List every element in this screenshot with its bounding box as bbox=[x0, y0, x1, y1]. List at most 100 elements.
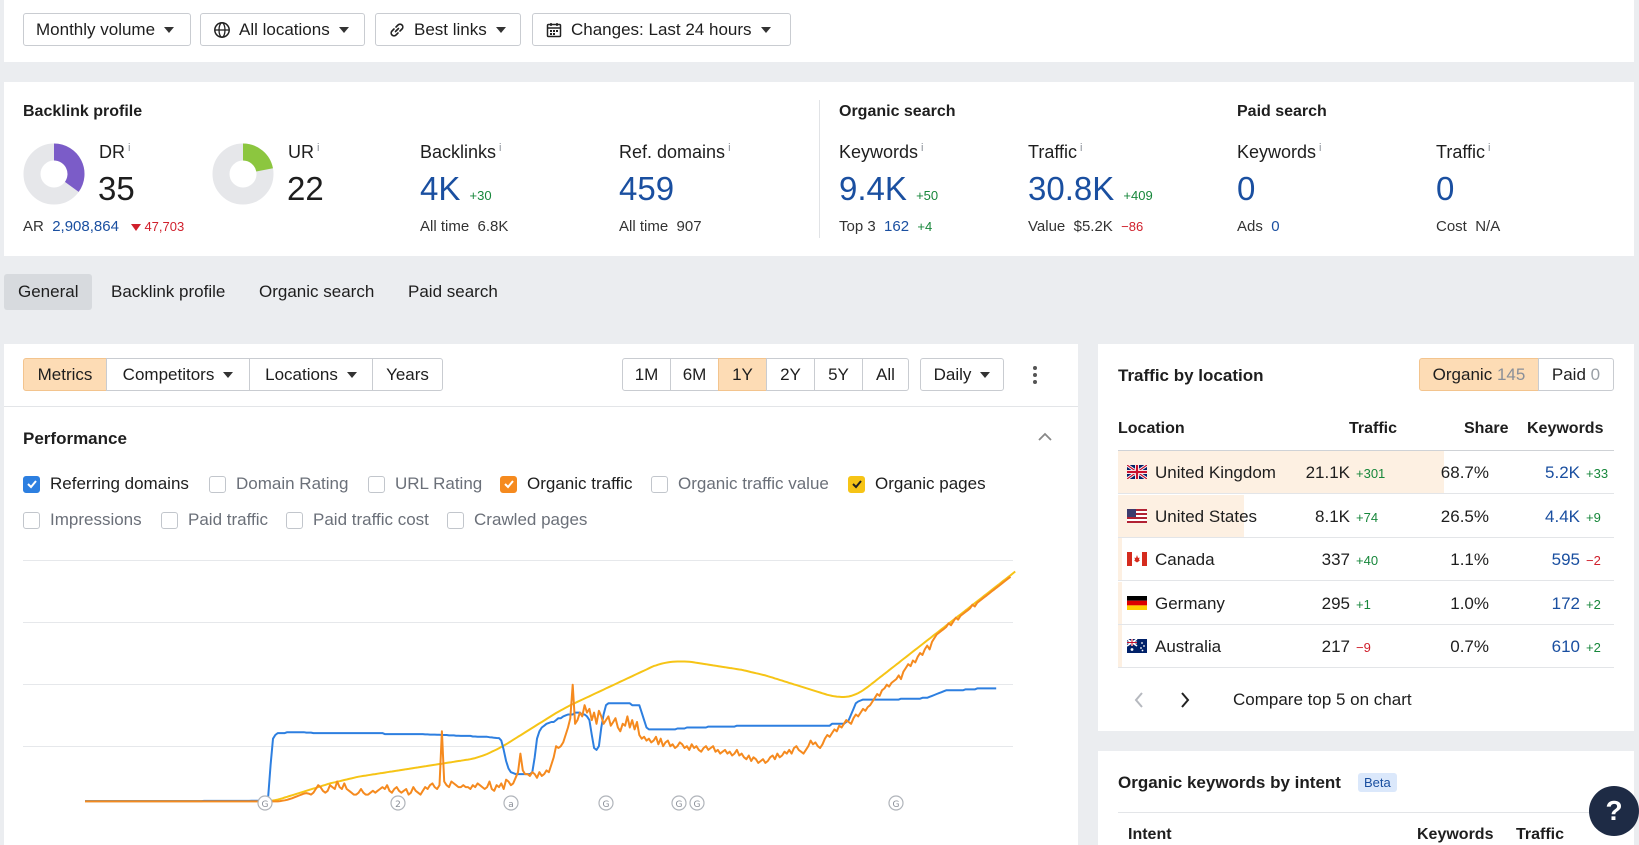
keywords-by-intent-card bbox=[1098, 751, 1634, 845]
range-6m-button[interactable]: 6M bbox=[670, 358, 719, 391]
range-1y-button[interactable]: 1Y bbox=[718, 358, 767, 391]
annotation-label: G bbox=[262, 800, 269, 810]
years-button[interactable]: Years bbox=[372, 358, 443, 391]
organic-traffic-value[interactable]: 30.8K +409 bbox=[1028, 170, 1153, 207]
check-impressions[interactable]: Impressions bbox=[23, 510, 142, 530]
check-paid-traffic[interactable]: Paid traffic bbox=[161, 510, 268, 530]
check-crawled-pages[interactable]: Crawled pages bbox=[447, 510, 587, 530]
row-traffic: 337 +40 bbox=[1321, 550, 1379, 569]
table-row[interactable]: United States 8.1K +74 26.5% 4.4K +9 bbox=[1118, 494, 1614, 538]
organic-keywords-value[interactable]: 9.4K +50 bbox=[839, 170, 939, 207]
row-keywords[interactable]: 4.4K +9 bbox=[1545, 506, 1601, 526]
table-divider bbox=[1118, 450, 1614, 451]
annotation-label: 2 bbox=[395, 800, 401, 810]
intent-divider bbox=[1118, 812, 1614, 813]
flag-de-icon bbox=[1127, 595, 1147, 610]
more-options-icon[interactable] bbox=[1029, 364, 1041, 386]
next-page-icon[interactable] bbox=[1178, 690, 1192, 710]
range-all-button[interactable]: All bbox=[862, 358, 909, 391]
annotation-marker: G bbox=[888, 795, 904, 811]
header-intent-traffic: Traffic bbox=[1516, 826, 1565, 843]
tab-backlink-profile[interactable]: Backlink profile bbox=[111, 282, 226, 301]
dr-value: 35 bbox=[98, 170, 135, 207]
row-share: 1.0% bbox=[1450, 593, 1489, 613]
all-locations-label: All locations bbox=[239, 19, 330, 39]
flag-ca-icon bbox=[1127, 552, 1147, 566]
paid-search-title: Paid search bbox=[1237, 103, 1327, 120]
checkbox-icon bbox=[209, 475, 226, 493]
range-2y-button[interactable]: 2Y bbox=[766, 358, 815, 391]
compare-top5-link[interactable]: Compare top 5 on chart bbox=[1233, 690, 1412, 709]
table-row[interactable]: United Kingdom 21.1K +301 68.7% 5.2K +33 bbox=[1118, 451, 1614, 494]
header-traffic: Traffic bbox=[1349, 420, 1398, 437]
organic-keywords-label: Keywords i bbox=[839, 142, 924, 162]
table-row[interactable]: Germany 295 +1 1.0% 172 +2 bbox=[1118, 581, 1614, 625]
backlinks-alltime: All time 6.8K bbox=[420, 218, 509, 235]
row-country[interactable]: Canada bbox=[1155, 550, 1215, 569]
interval-dropdown[interactable]: Daily bbox=[920, 358, 1004, 391]
paid-keywords-value[interactable]: 0 bbox=[1237, 170, 1256, 207]
annotation-label: G bbox=[893, 800, 900, 810]
locations-dropdown[interactable]: Locations bbox=[249, 358, 373, 391]
check-domain-rating[interactable]: Domain Rating bbox=[209, 474, 348, 494]
top3-row: Top 3 162 +4 bbox=[839, 218, 933, 235]
competitors-dropdown[interactable]: Competitors bbox=[106, 358, 250, 391]
refdomains-value[interactable]: 459 bbox=[619, 170, 675, 207]
organic-traffic-label: Traffic i bbox=[1028, 142, 1083, 162]
help-button[interactable]: ? bbox=[1589, 786, 1639, 836]
flag-us-icon bbox=[1127, 508, 1147, 523]
header-share: Share bbox=[1464, 420, 1509, 437]
tab-general[interactable]: General bbox=[4, 274, 93, 310]
prev-page-icon[interactable] bbox=[1132, 690, 1146, 710]
annotation-label: G bbox=[676, 800, 683, 810]
check-organic-traffic-value[interactable]: Organic traffic value bbox=[651, 474, 829, 494]
row-country[interactable]: Germany bbox=[1155, 593, 1225, 613]
collapse-chevron-icon[interactable] bbox=[1037, 430, 1053, 444]
backlink-profile-title: Backlink profile bbox=[23, 103, 143, 120]
organic-toggle[interactable]: Organic 145 bbox=[1419, 358, 1539, 391]
row-country[interactable]: United Kingdom bbox=[1155, 463, 1276, 482]
ur-arc bbox=[242, 143, 273, 173]
series-line-referring-domains bbox=[85, 687, 997, 803]
check-url-rating[interactable]: URL Rating bbox=[368, 474, 482, 494]
dr-label: DR i bbox=[99, 142, 131, 162]
series-line-organic-traffic bbox=[85, 576, 1012, 803]
row-keywords[interactable]: 172 +2 bbox=[1551, 593, 1601, 613]
monthly-volume-dropdown[interactable]: Monthly volume bbox=[23, 13, 191, 46]
checkbox-icon bbox=[23, 511, 40, 529]
tab-organic-search[interactable]: Organic search bbox=[259, 282, 375, 301]
paid-traffic-value[interactable]: 0 bbox=[1436, 170, 1455, 207]
range-1m-button[interactable]: 1M bbox=[622, 358, 671, 391]
best-links-dropdown[interactable]: Best links bbox=[375, 13, 521, 46]
annotation-label: a bbox=[508, 800, 514, 810]
table-row[interactable]: Canada 337 +40 1.1% 595 −2 bbox=[1118, 538, 1614, 581]
backlinks-value[interactable]: 4K +30 bbox=[420, 170, 492, 207]
paid-toggle[interactable]: Paid 0 bbox=[1538, 358, 1614, 391]
check-organic-pages[interactable]: Organic pages bbox=[848, 474, 986, 494]
row-country[interactable]: United States bbox=[1155, 506, 1258, 526]
traffic-by-location-title: Traffic by location bbox=[1118, 366, 1264, 385]
changes-dropdown[interactable]: Changes: Last 24 hours bbox=[532, 13, 791, 46]
check-referring-domains[interactable]: Referring domains bbox=[23, 474, 189, 494]
row-country[interactable]: Australia bbox=[1155, 637, 1222, 656]
row-keywords[interactable]: 595 −2 bbox=[1551, 550, 1601, 569]
traffic-value-row: Value $5.2K −86 bbox=[1028, 218, 1144, 235]
ur-value: 22 bbox=[287, 170, 324, 207]
chevron-down-icon bbox=[346, 371, 357, 378]
row-keywords[interactable]: 610 +2 bbox=[1551, 637, 1601, 656]
row-keywords[interactable]: 5.2K +33 bbox=[1545, 463, 1609, 482]
table-row[interactable]: Australia 217 −9 0.7% 610 +2 bbox=[1118, 625, 1614, 668]
checkbox-icon bbox=[447, 511, 464, 529]
tab-paid-search[interactable]: Paid search bbox=[408, 282, 498, 301]
chevron-down-icon bbox=[980, 371, 991, 378]
check-organic-traffic[interactable]: Organic traffic bbox=[500, 474, 633, 494]
all-locations-dropdown[interactable]: All locations bbox=[200, 13, 365, 46]
metrics-button[interactable]: Metrics bbox=[23, 358, 107, 391]
range-5y-button[interactable]: 5Y bbox=[814, 358, 863, 391]
chevron-down-icon bbox=[495, 26, 506, 33]
ar-value[interactable]: 2,908,864 bbox=[52, 218, 119, 235]
check-paid-traffic-cost[interactable]: Paid traffic cost bbox=[286, 510, 429, 530]
ar-row: AR 2,908,864 47,703 bbox=[23, 218, 185, 235]
ads-row: Ads 0 bbox=[1237, 218, 1280, 235]
row-share: 0.7% bbox=[1450, 637, 1489, 656]
